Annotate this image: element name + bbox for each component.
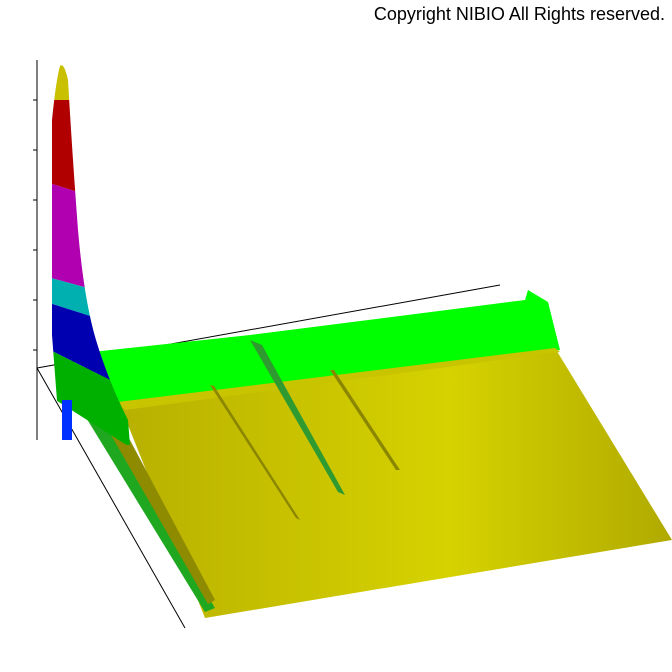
surface-floor	[118, 348, 672, 618]
peak-base	[62, 400, 72, 440]
surface-edge	[100, 348, 560, 410]
surface-ridge	[92, 290, 560, 402]
copyright: Copyright NIBIO All Rights reserved.	[374, 4, 665, 24]
y-axis	[36, 367, 186, 629]
